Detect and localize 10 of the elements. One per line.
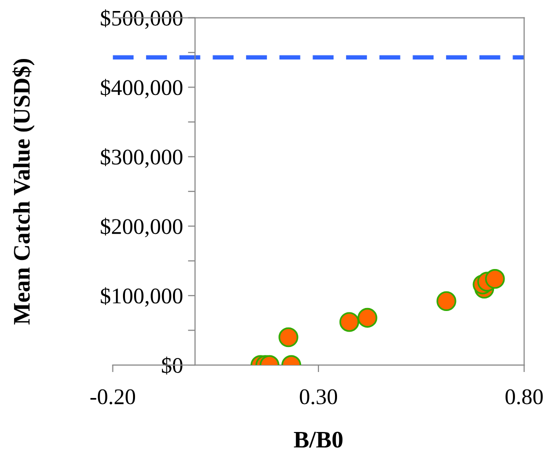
x-tick-label: 0.80 <box>506 389 543 404</box>
y-tick-label: $500,000 <box>100 9 182 29</box>
x-tick-label: 0.30 <box>300 389 338 404</box>
y-tick-label: $200,000 <box>100 218 182 238</box>
x-tick-label: -0.20 <box>90 389 136 404</box>
y-tick-label: $300,000 <box>100 148 182 168</box>
x-axis-title: B/B0 <box>294 432 342 448</box>
y-tick-label: $400,000 <box>100 78 182 98</box>
y-tick-label: $100,000 <box>100 287 182 307</box>
y-axis-title: Mean Catch Value (USD$) <box>12 58 35 324</box>
